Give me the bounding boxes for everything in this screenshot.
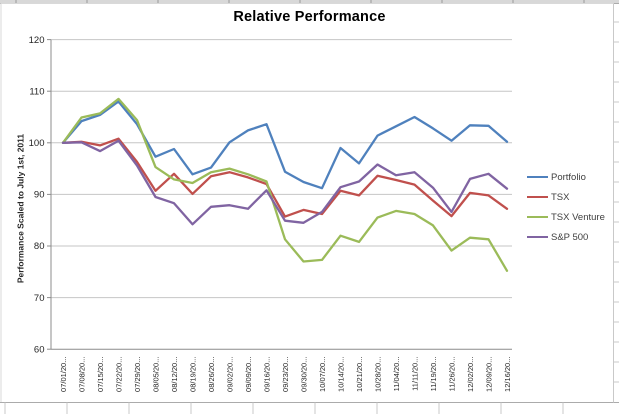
x-tick-label: 09/09/20... [244, 357, 253, 392]
legend-line-swatch-tsx-venture [527, 215, 548, 219]
legend-item-tsx[interactable]: TSX [527, 187, 605, 207]
y-axis-title: Performance Scaled to July 1st, 2011 [15, 133, 26, 284]
series-line-tsx[interactable] [61, 137, 509, 218]
x-tick-label: 11/26/20... [448, 357, 457, 392]
legend-line-swatch-sp-500 [527, 235, 548, 239]
x-tick-label: 10/21/20... [355, 357, 364, 392]
x-tick-label: 10/28/20... [374, 357, 383, 392]
x-tick-label: 12/16/20... [503, 357, 512, 392]
x-tick-label: 07/15/20... [96, 357, 105, 392]
x-tick-label: 10/14/20... [337, 357, 346, 392]
series-line-s-p-500[interactable] [61, 139, 509, 226]
x-tick-label: 09/02/20... [226, 357, 235, 392]
x-tick-label: 07/01/20... [59, 357, 68, 392]
chart-title[interactable]: Relative Performance [233, 9, 386, 25]
legend-line-swatch-portfolio [527, 175, 548, 179]
x-tick-label: 12/02/20... [466, 357, 475, 392]
legend-item-sp-500[interactable]: S&P 500 [527, 227, 605, 247]
x-tick-label: 11/04/20... [392, 357, 401, 392]
legend-item-portfolio[interactable]: Portfolio [527, 167, 605, 187]
sheet-top-row-band [0, 0, 619, 3]
y-tick-label: 100 [29, 138, 45, 149]
x-tick-label: 09/30/20... [300, 357, 309, 392]
y-tick-label: 70 [34, 293, 45, 304]
legend-label-tsx: TSX [551, 191, 570, 203]
y-tick-label: 120 [29, 35, 45, 46]
legend-item-tsx-venture[interactable]: TSX Venture [527, 207, 605, 227]
x-tick-label: 07/29/20... [133, 357, 142, 392]
x-tick-label: 11/19/20... [429, 357, 438, 392]
x-tick-label: 07/08/20... [78, 357, 87, 392]
legend-label-tsx-venture: TSX Venture [551, 211, 605, 223]
x-tick-label: 11/11/20... [411, 357, 420, 391]
x-tick-label: 10/07/20... [318, 357, 327, 392]
x-tick-label: 09/16/20... [263, 357, 272, 392]
x-tick-label: 09/23/20... [281, 357, 290, 392]
y-tick-label: 110 [29, 86, 44, 97]
chart-legend: Portfolio TSX TSX Venture S&P 500 [527, 167, 605, 247]
series-line-tsx-venture[interactable] [61, 97, 509, 272]
x-tick-label: 08/05/20... [152, 357, 161, 392]
chart-object-frame [0, 3, 614, 403]
x-tick-label: 08/26/20... [207, 357, 216, 392]
legend-label-portfolio: Portfolio [551, 171, 586, 183]
x-tick-label: 12/09/20... [485, 357, 494, 392]
y-tick-label: 80 [34, 241, 45, 252]
legend-line-swatch-tsx [527, 195, 548, 199]
x-tick-label: 08/19/20... [189, 357, 198, 392]
series-line-portfolio[interactable] [61, 100, 509, 190]
x-tick-label: 07/22/20... [115, 357, 124, 392]
y-tick-label: 90 [34, 190, 45, 201]
x-tick-label: 08/12/20... [170, 357, 179, 392]
y-tick-label: 60 [34, 344, 45, 355]
legend-label-sp-500: S&P 500 [551, 231, 589, 243]
